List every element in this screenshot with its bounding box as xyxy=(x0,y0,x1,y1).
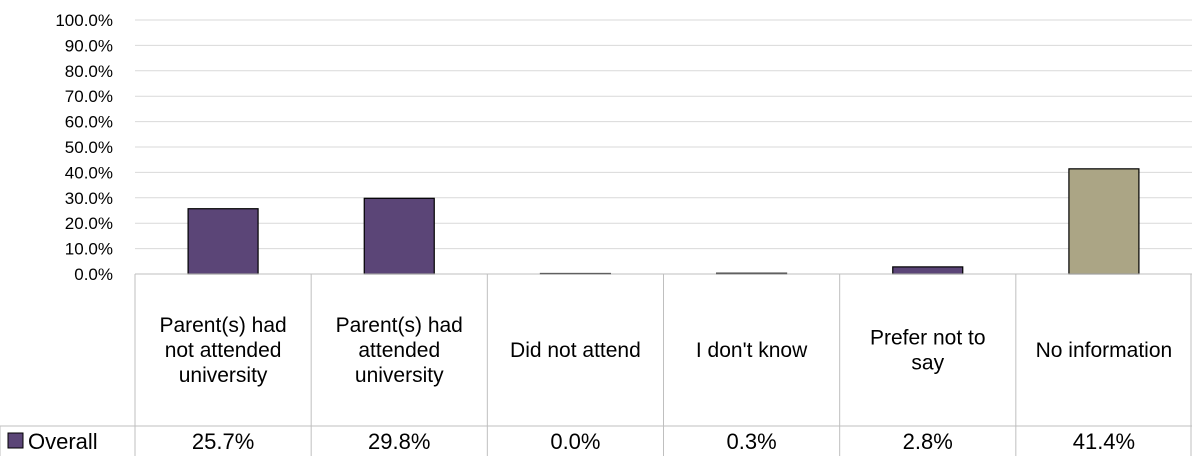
data-value-label: 29.8% xyxy=(368,429,430,454)
y-tick-label: 10.0% xyxy=(65,240,113,259)
y-tick-label: 80.0% xyxy=(65,62,113,81)
x-category-label: I don't know xyxy=(696,339,808,362)
y-tick-label: 50.0% xyxy=(65,138,113,157)
bar xyxy=(1068,168,1140,275)
y-tick-label: 70.0% xyxy=(65,87,113,106)
y-tick-label: 30.0% xyxy=(65,189,113,208)
data-value-label: 0.3% xyxy=(727,429,777,454)
y-tick-label: 90.0% xyxy=(65,36,113,55)
y-tick-label: 100.0% xyxy=(55,11,113,30)
bar xyxy=(892,266,964,275)
y-tick-label: 20.0% xyxy=(65,214,113,233)
y-tick-label: 40.0% xyxy=(65,163,113,182)
data-value-label: 0.0% xyxy=(550,429,600,454)
data-value-label: 25.7% xyxy=(192,429,254,454)
legend-series-name: Overall xyxy=(28,429,98,454)
data-value-label: 41.4% xyxy=(1073,429,1135,454)
x-category-label: Prefer not to say xyxy=(870,327,986,375)
x-category-label: Parent(s) had attended university xyxy=(336,314,463,387)
bar xyxy=(363,197,435,275)
y-tick-label: 0.0% xyxy=(74,265,113,284)
bar xyxy=(187,208,259,275)
data-value-label: 2.8% xyxy=(903,429,953,454)
x-category-label: No information xyxy=(1036,339,1173,362)
y-tick-label: 60.0% xyxy=(65,113,113,132)
x-category-label: Parent(s) had not attended university xyxy=(159,314,286,387)
x-category-label: Did not attend xyxy=(510,339,641,362)
legend-key-icon xyxy=(7,432,24,449)
